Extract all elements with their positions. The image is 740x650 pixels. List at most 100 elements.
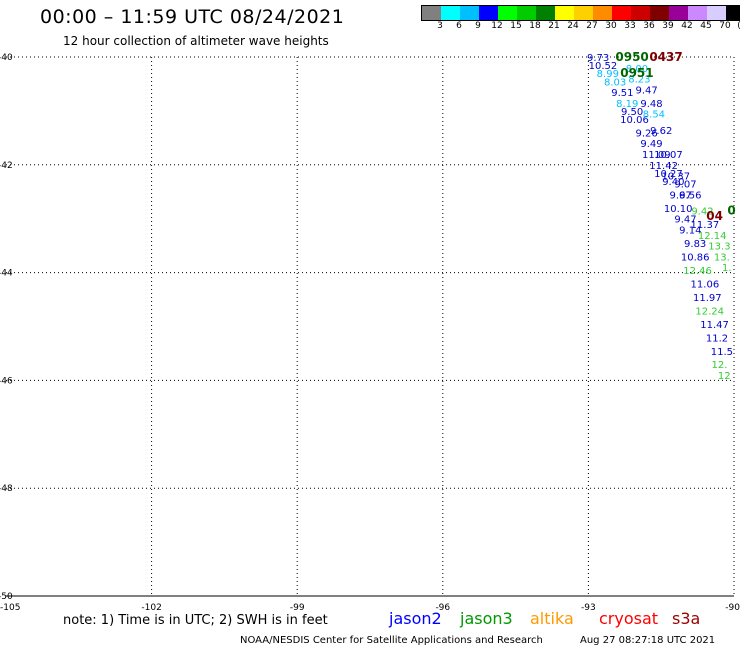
- wave-height-value: 9.50: [621, 107, 643, 118]
- lat-label: -50: [0, 592, 13, 602]
- legend-label: 15: [510, 21, 522, 31]
- wave-height-value: 9.26: [636, 128, 658, 139]
- lat-label: -44: [0, 269, 13, 279]
- legend-label: 3: [437, 21, 443, 31]
- wave-height-value: 12.46: [683, 266, 712, 277]
- wave-height-value: 13.: [714, 252, 730, 263]
- wave-height-value: 10.86: [681, 252, 710, 263]
- wave-height-value: 9.14: [679, 225, 701, 236]
- wave-height-value: 9.73: [587, 53, 609, 64]
- wave-height-value: 12.: [711, 360, 727, 371]
- legend-label: 70: [719, 21, 731, 31]
- wave-height-value: 8.99: [597, 69, 619, 80]
- wave-height-value: 12.14: [698, 231, 727, 242]
- wave-height-value: 9.40: [662, 177, 684, 188]
- lon-label: -96: [435, 603, 450, 613]
- wave-height-value: 9.47: [636, 85, 658, 96]
- legend-swatch: [498, 6, 517, 20]
- legend-swatch: [631, 6, 650, 20]
- wave-height-value: 8.03: [604, 77, 626, 88]
- lon-label: -99: [290, 603, 305, 613]
- wave-height-value: 8.54: [643, 110, 665, 121]
- wave-height-value: 10.06: [620, 115, 649, 126]
- satellite-jason2: jason2: [389, 609, 442, 628]
- generated-timestamp: Aug 27 08:27:18 UTC 2021: [580, 635, 716, 646]
- pass-time-label: 0437: [649, 50, 682, 64]
- wave-height-value: 9.83: [684, 239, 706, 250]
- legend-swatch: [517, 6, 536, 20]
- lon-label: -93: [581, 603, 596, 613]
- satellite-altika: altika: [530, 609, 574, 628]
- wave-height-value: 8.00: [626, 64, 648, 75]
- legend-swatch: [726, 6, 740, 20]
- wave-height-value: 11.5: [711, 347, 733, 358]
- pass-time-label: 04: [706, 209, 723, 223]
- wave-height-value: 11.47: [700, 320, 729, 331]
- pass-time-label: 0950: [615, 50, 648, 64]
- legend-label: 18: [529, 21, 541, 31]
- wave-height-value: 10.37: [661, 172, 690, 183]
- wave-height-value: 9.48: [640, 99, 662, 110]
- wave-height-value: 8.19: [616, 99, 638, 110]
- legend-swatch: [593, 6, 612, 20]
- legend-label: 12: [491, 21, 503, 31]
- pass-time-label: 0951: [620, 66, 653, 80]
- legend-swatch: [460, 6, 479, 20]
- wave-height-value: 8.23: [628, 75, 650, 86]
- page-title: 00:00 – 11:59 UTC 08/24/2021: [40, 6, 345, 28]
- wave-height-value: 9.42: [691, 207, 713, 218]
- wave-height-value: 13.3: [708, 242, 730, 253]
- legend-label: 21: [548, 21, 560, 31]
- legend-swatch: [536, 6, 555, 20]
- wave-height-value: 11.42: [649, 161, 678, 172]
- legend-swatch: [555, 6, 574, 20]
- wave-height-value: 11.37: [691, 220, 720, 231]
- lat-label: -46: [0, 376, 13, 386]
- legend-swatch: [669, 6, 688, 20]
- legend-swatch: [688, 6, 707, 20]
- legend-label: 27: [586, 21, 598, 31]
- legend-label: 33: [624, 21, 636, 31]
- wave-height-value: 10.52: [589, 61, 618, 72]
- satellite-jason3: jason3: [460, 609, 513, 628]
- wave-height-value: 9.62: [650, 126, 672, 137]
- credit-text: NOAA/NESDIS Center for Satellite Applica…: [240, 635, 543, 646]
- wave-height-value: 9.51: [611, 88, 633, 99]
- legend-label: (ft): [737, 21, 740, 31]
- legend-label: 45: [700, 21, 712, 31]
- wave-height-value: 10.10: [664, 204, 693, 215]
- pass-time-label: 0: [727, 204, 735, 218]
- lon-label: -105: [0, 603, 20, 613]
- legend-label: 42: [681, 21, 693, 31]
- legend-swatch: [707, 6, 726, 20]
- wave-height-value: 9.56: [679, 190, 701, 201]
- legend-label: 9: [475, 21, 481, 31]
- wave-height-value: 9.47: [674, 215, 696, 226]
- wave-height-value: 11.97: [693, 293, 722, 304]
- legend-swatch: [441, 6, 460, 20]
- legend-label: 36: [643, 21, 655, 31]
- wave-height-value: 11.09: [642, 150, 671, 161]
- page-subtitle: 12 hour collection of altimeter wave hei…: [63, 34, 329, 48]
- lon-label: -102: [141, 603, 161, 613]
- lon-label: -90: [725, 603, 740, 613]
- wave-height-value: 11.06: [691, 279, 720, 290]
- satellite-cryosat: cryosat: [599, 609, 659, 628]
- lat-label: -40: [0, 53, 13, 63]
- color-legend-bar: [421, 5, 740, 21]
- wave-height-value: 9.49: [640, 139, 662, 150]
- legend-label: 6: [456, 21, 462, 31]
- satellite-s3a: s3a: [672, 609, 701, 628]
- wave-height-value: 10.07: [654, 150, 683, 161]
- legend-swatch: [479, 6, 498, 20]
- legend-swatch: [612, 6, 631, 20]
- legend-label: 30: [605, 21, 617, 31]
- wave-height-value: 9.07: [674, 180, 696, 191]
- wave-height-value: 12.24: [695, 306, 724, 317]
- legend-swatch: [422, 6, 441, 20]
- legend-label: 24: [567, 21, 579, 31]
- wave-height-value: 11.2: [706, 333, 728, 344]
- wave-height-value: 10.27: [654, 169, 683, 180]
- legend-swatch: [650, 6, 669, 20]
